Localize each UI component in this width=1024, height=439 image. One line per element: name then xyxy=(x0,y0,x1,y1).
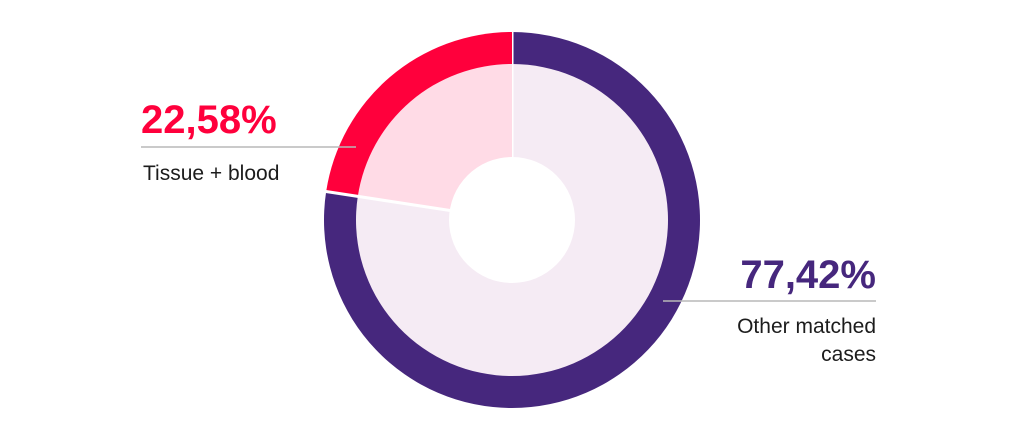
slice-label-other-matched-line-2: cases xyxy=(821,343,876,366)
center-hole xyxy=(449,157,575,283)
slice-value-label-other-matched: 77,42% xyxy=(740,253,876,297)
leaders-layer xyxy=(141,146,876,302)
slice-label-tissue-blood: Tissue + blood xyxy=(143,162,279,185)
slice-label-other-matched-line-1: Other matched xyxy=(737,315,876,338)
slice-value-label-tissue-blood: 22,58% xyxy=(141,98,277,142)
